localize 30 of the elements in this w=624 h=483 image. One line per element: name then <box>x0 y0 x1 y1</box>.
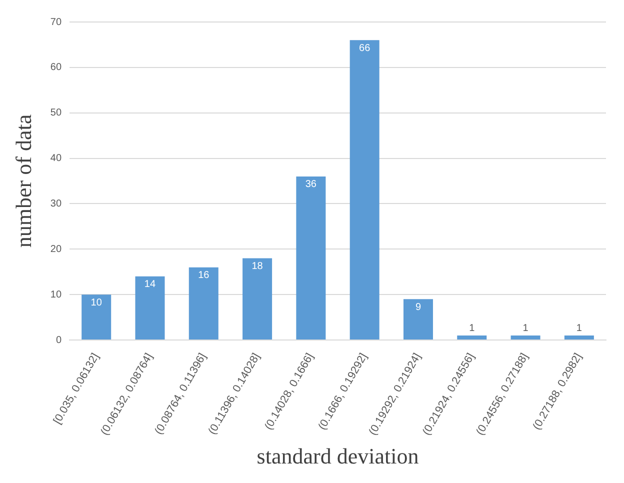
y-axis-title: number of data <box>10 114 36 248</box>
data-label: 36 <box>305 179 317 190</box>
bar <box>242 258 272 340</box>
y-tick-label: 40 <box>50 153 62 164</box>
bar <box>296 176 326 340</box>
x-axis-title: standard deviation <box>256 444 419 469</box>
data-label: 14 <box>144 279 156 290</box>
data-label: 1 <box>469 323 476 334</box>
y-tick-label: 50 <box>50 108 62 119</box>
data-label: 18 <box>252 260 264 272</box>
bar <box>457 335 487 340</box>
data-label: 1 <box>522 323 529 334</box>
y-tick-label: 30 <box>50 198 62 210</box>
data-label: 9 <box>415 302 422 313</box>
bar <box>350 40 380 340</box>
data-label: 66 <box>359 42 371 54</box>
y-tick-label: 60 <box>50 62 62 74</box>
y-tick-label: 20 <box>50 244 62 255</box>
bar <box>564 335 594 340</box>
bar <box>135 276 165 340</box>
bar <box>510 335 540 340</box>
bar <box>82 294 112 340</box>
data-label: 10 <box>90 297 102 308</box>
y-tick-label: 70 <box>50 16 62 28</box>
bar <box>188 267 218 340</box>
data-label: 16 <box>198 270 210 282</box>
y-tick-label: 10 <box>50 289 62 300</box>
data-label: 1 <box>576 323 582 334</box>
bar <box>403 299 433 340</box>
y-tick-label: 0 <box>56 334 62 346</box>
